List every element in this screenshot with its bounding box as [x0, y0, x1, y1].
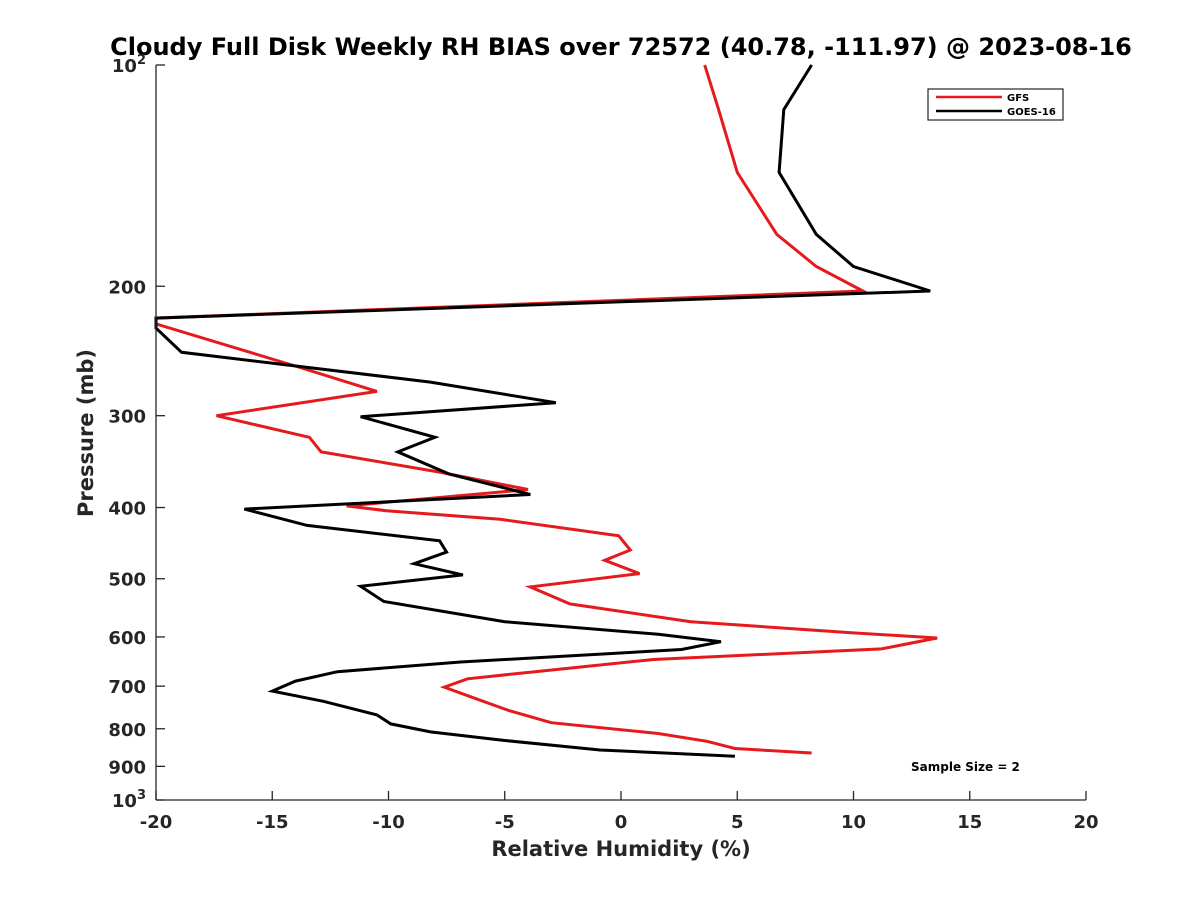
- legend-label-goes16: GOES-16: [1007, 107, 1056, 118]
- y-tick-label: 500: [108, 570, 146, 591]
- y-tick-label: 103: [112, 788, 146, 812]
- y-axis-label: Pressure (mb): [74, 349, 98, 517]
- y-tick-label: 200: [108, 277, 146, 298]
- x-tick-label: 15: [957, 812, 982, 833]
- y-tick-label: 300: [108, 407, 146, 428]
- x-tick-label: -10: [372, 812, 405, 833]
- x-tick-label: -20: [140, 812, 173, 833]
- y-tick-label: 900: [108, 757, 146, 778]
- x-axis-label: Relative Humidity (%): [491, 837, 750, 861]
- legend-label-gfs: GFS: [1007, 93, 1029, 104]
- x-tick-label: 5: [731, 812, 744, 833]
- chart-title: Cloudy Full Disk Weekly RH BIAS over 725…: [110, 33, 1132, 61]
- legend: GFS GOES-16: [927, 88, 1064, 121]
- x-tick-label: 0: [615, 812, 628, 833]
- y-tick-label: 600: [108, 628, 146, 649]
- x-axis-ticks: -20 -15 -10 -5 0 5 10 15 20: [140, 791, 1099, 833]
- y-tick-label: 102: [112, 53, 146, 77]
- sample-size-annotation: Sample Size = 2: [911, 760, 1020, 774]
- x-tick-label: -5: [495, 812, 515, 833]
- x-tick-label: -15: [256, 812, 289, 833]
- x-tick-label: 10: [841, 812, 866, 833]
- y-tick-label: 400: [108, 499, 146, 520]
- x-tick-label: 20: [1073, 812, 1098, 833]
- y-tick-label: 800: [108, 720, 146, 741]
- y-tick-label: 700: [108, 677, 146, 698]
- y-axis-ticks: 102 200 300 400 500 600 700 800 900 103: [108, 53, 165, 812]
- legend-box: [927, 88, 1064, 121]
